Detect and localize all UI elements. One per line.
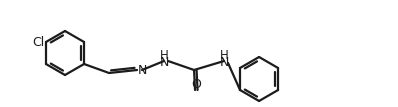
Text: Cl: Cl [33, 36, 45, 48]
Text: O: O [191, 78, 201, 91]
Text: H: H [160, 48, 168, 62]
Text: N: N [159, 56, 169, 68]
Text: H: H [220, 48, 228, 62]
Text: N: N [138, 63, 147, 77]
Text: N: N [219, 56, 229, 68]
